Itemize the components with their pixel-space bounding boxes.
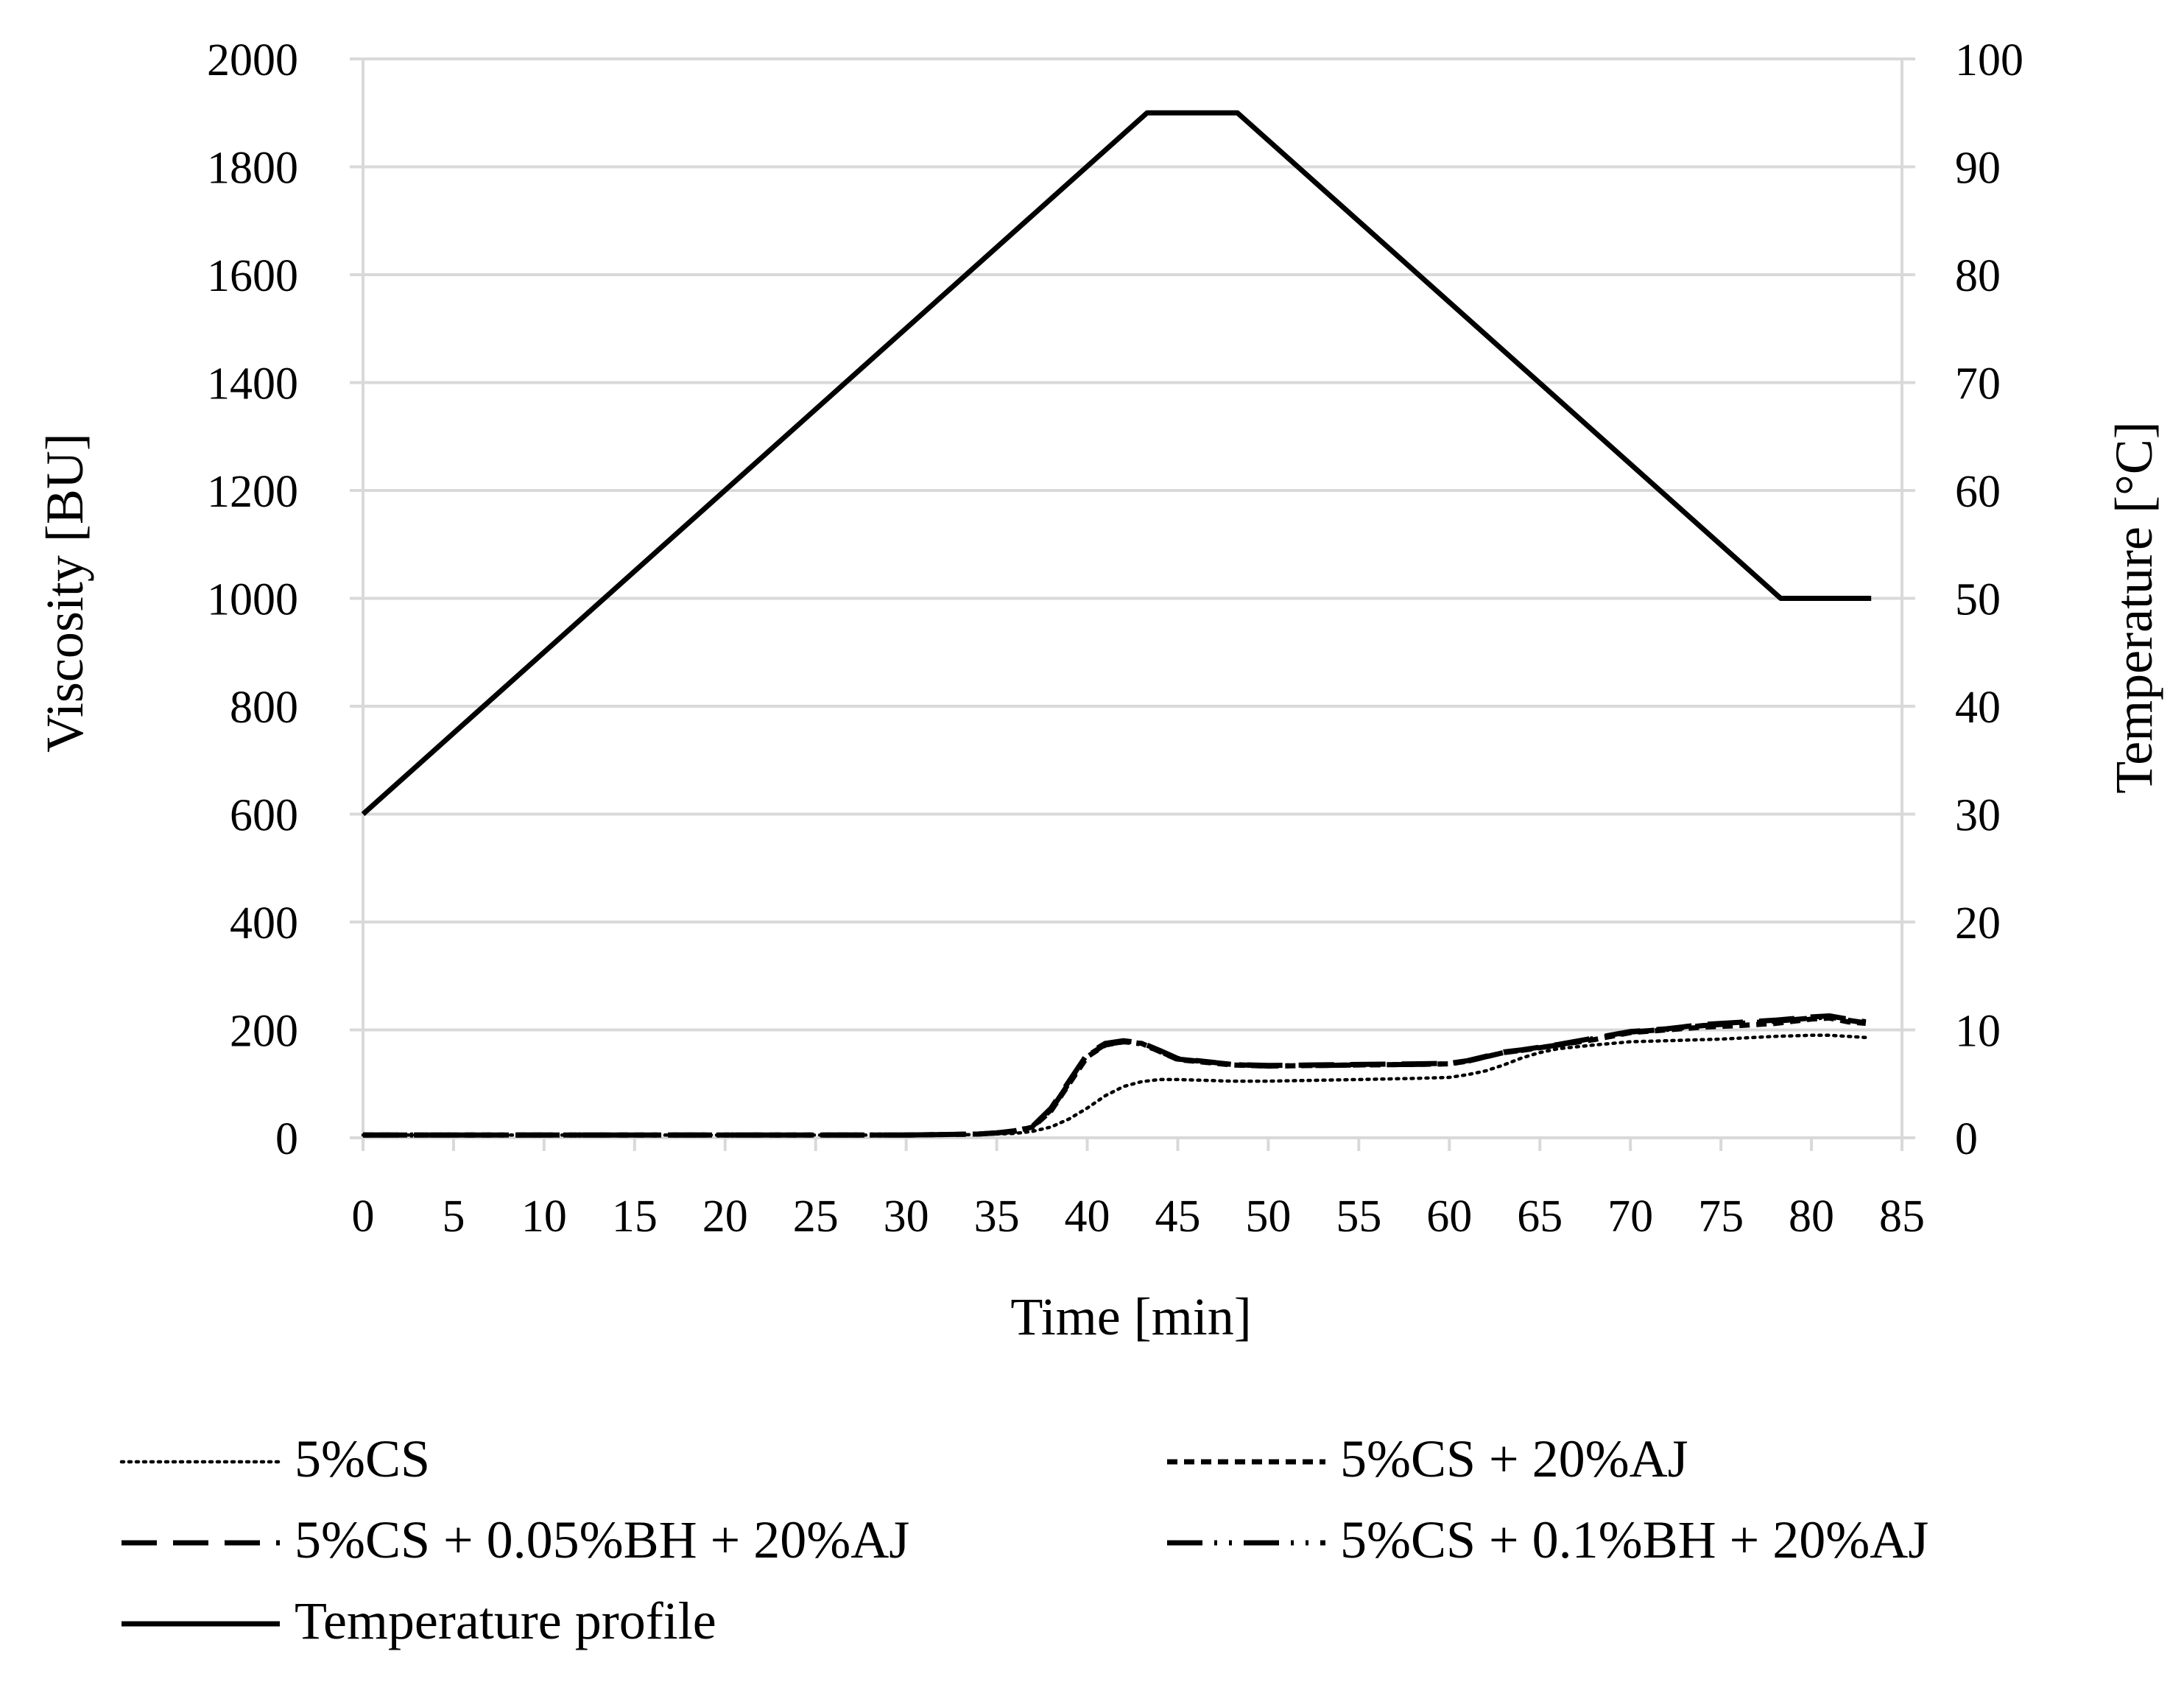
y2-tick-label: 40: [1955, 683, 2001, 733]
legend-label-5-cs-0-05-bh-20-aj: 5%CS + 0.05%BH + 20%AJ: [295, 1510, 909, 1569]
y-tick-label: 1200: [207, 467, 298, 517]
legend-label-5-cs-20-aj: 5%CS + 20%AJ: [1340, 1429, 1688, 1488]
y-tick-label: 0: [275, 1114, 298, 1164]
x-tick-label: 75: [1698, 1192, 1744, 1242]
y-tick-label: 2000: [207, 35, 298, 85]
y2-tick-label: 90: [1955, 144, 2001, 194]
x-tick-label: 20: [702, 1192, 748, 1242]
x-tick-label: 40: [1065, 1192, 1110, 1242]
x-tick-label: 65: [1517, 1192, 1563, 1242]
x-tick-label: 80: [1789, 1192, 1834, 1242]
y2-tick-label: 100: [1955, 35, 2023, 85]
axes: [350, 57, 1915, 1151]
y2-tick-label: 60: [1955, 467, 2001, 517]
y2-tick-label: 30: [1955, 791, 2001, 841]
y-tick-label: 1800: [207, 144, 298, 194]
series-line-5-cs-0-1-bh-20-aj: [363, 1014, 1867, 1138]
y-tick-label: 600: [230, 791, 298, 841]
series-line-5-cs: [361, 1033, 1868, 1137]
x-tick-label: 0: [352, 1192, 375, 1242]
y2-tick-label: 70: [1955, 359, 2001, 409]
x-tick-label: 55: [1336, 1192, 1381, 1242]
y-tick-label: 1000: [207, 575, 298, 625]
y-tick-label: 1400: [207, 359, 298, 409]
y-tick-label: 200: [230, 1007, 298, 1057]
x-tick-label: 45: [1155, 1192, 1200, 1242]
x-tick-label: 70: [1607, 1192, 1653, 1242]
y-axis-title: Viscosity [BU]: [35, 433, 94, 753]
x-tick-label: 30: [884, 1192, 929, 1242]
legend: 5%CS 5%CS + 20%AJ 5%CS + 0.05%BH + 20%AJ 5%…: [119, 1429, 1928, 1650]
y2-tick-label: 20: [1955, 898, 2001, 949]
x-tick-label: 50: [1245, 1192, 1291, 1242]
legend-label-temperature-profile: Temperature profile: [295, 1591, 716, 1650]
y-tick-label: 800: [230, 683, 298, 733]
legend-label-5-cs: 5%CS: [295, 1429, 430, 1488]
legend-label-5-cs-0-1-bh-20-aj: 5%CS + 0.1%BH + 20%AJ: [1340, 1510, 1928, 1569]
x-tick-label: 60: [1426, 1192, 1472, 1242]
tick-labels: 0200400600800100012001400160018002000010…: [207, 35, 2023, 1242]
series-line-temperature-profile: [361, 110, 1872, 817]
y2-axis-title: Temperature [°C]: [2104, 421, 2163, 794]
y-tick-label: 400: [230, 898, 298, 949]
y2-tick-label: 0: [1955, 1114, 1978, 1164]
x-axis-title: Time [min]: [1010, 1287, 1251, 1346]
y2-tick-label: 10: [1955, 1007, 2001, 1057]
y2-tick-label: 50: [1955, 575, 2001, 625]
y2-tick-label: 80: [1955, 251, 2001, 301]
x-tick-label: 10: [521, 1192, 567, 1242]
y-tick-label: 1600: [207, 251, 298, 301]
x-tick-label: 85: [1879, 1192, 1925, 1242]
x-tick-label: 5: [442, 1192, 465, 1242]
gridlines: [363, 57, 1902, 1032]
x-tick-label: 15: [612, 1192, 658, 1242]
x-tick-label: 35: [974, 1192, 1020, 1242]
x-tick-label: 25: [793, 1192, 839, 1242]
series-lines: [361, 110, 1872, 1138]
